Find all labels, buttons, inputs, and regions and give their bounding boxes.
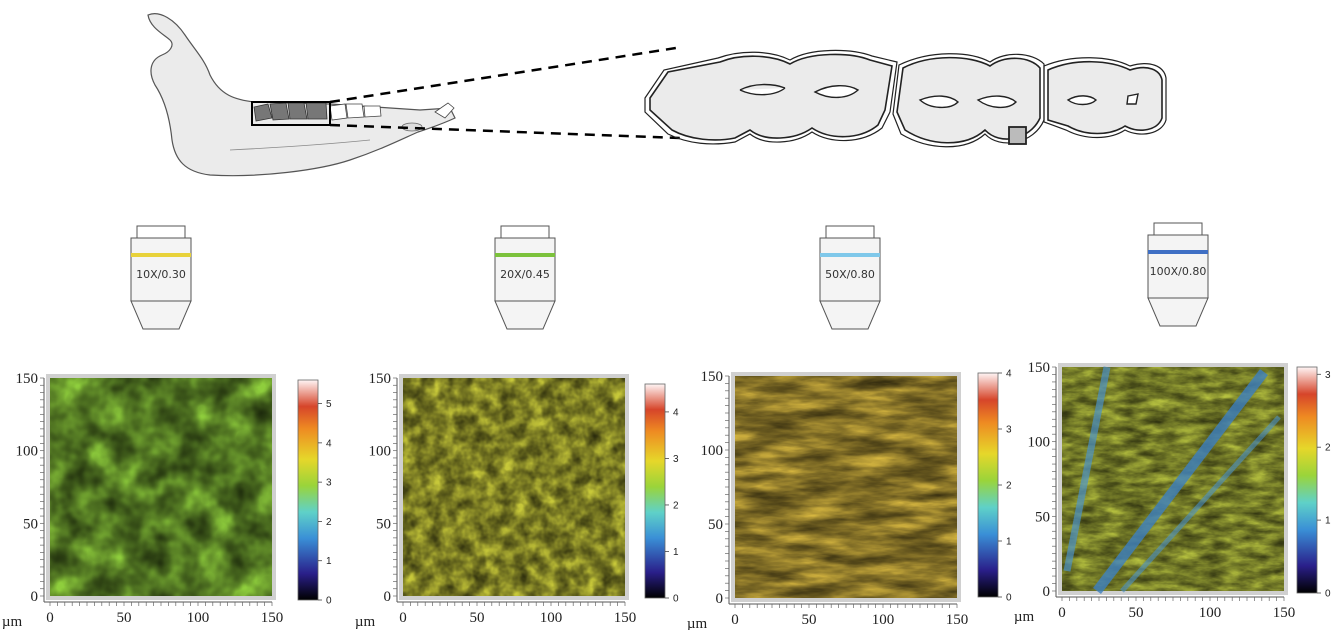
surface-texture	[50, 378, 272, 596]
colorbar-tick-label: 1	[1006, 537, 1012, 548]
objective-lens: 10X/0.30	[129, 225, 193, 331]
objective-lens: 100X/0.80	[1146, 222, 1210, 328]
unit-label: µm	[687, 616, 708, 630]
x-tick-label: 50	[470, 610, 485, 626]
unit-label: µm	[355, 614, 376, 630]
colorbar-tick-label: 3	[1325, 370, 1331, 381]
x-tick-label: 0	[1058, 605, 1066, 621]
molar-row-drawing	[644, 49, 1167, 148]
colorbar-tick-label: 3	[1006, 425, 1012, 436]
colorbar-tick-label: 3	[673, 454, 679, 465]
y-tick-label: 0	[716, 591, 724, 607]
y-tick-label: 100	[1028, 435, 1051, 451]
y-tick-label: 150	[16, 371, 39, 387]
colorbar-tick-label: 4	[1006, 369, 1012, 380]
x-tick-label: 0	[46, 610, 54, 626]
colorbar	[297, 379, 319, 601]
objective-label: 100X/0.80	[1149, 265, 1207, 278]
colorbar-tick-label: 2	[326, 517, 332, 528]
colorbar	[977, 372, 999, 598]
colorbar-tick-label: 2	[673, 500, 679, 511]
objective-label: 10X/0.30	[136, 268, 186, 281]
objective-lens: 20X/0.45	[493, 225, 557, 331]
y-tick-label: 150	[1028, 360, 1051, 376]
x-tick-label: 50	[117, 610, 132, 626]
colorbar-tick-label: 0	[1325, 589, 1331, 600]
y-tick-label: 50	[376, 516, 391, 532]
objective-color-ring	[820, 253, 880, 257]
y-tick-label: 50	[23, 516, 38, 532]
colorbar	[644, 383, 666, 599]
colorbar-tick-label: 2	[1006, 481, 1012, 492]
surface-texture	[735, 376, 957, 598]
unit-label: µm	[2, 614, 23, 630]
x-tick-label: 0	[399, 610, 407, 626]
colorbar-tick-label: 0	[326, 596, 332, 607]
y-tick-label: 100	[701, 443, 724, 459]
unit-label: µm	[1014, 609, 1035, 625]
objective-label: 20X/0.45	[500, 268, 550, 281]
y-tick-label: 0	[1043, 584, 1051, 600]
objective-color-ring	[131, 253, 191, 257]
x-tick-label: 150	[261, 610, 284, 626]
y-tick-label: 150	[701, 369, 724, 385]
y-tick-label: 0	[384, 589, 392, 605]
x-tick-label: 50	[802, 612, 817, 628]
x-tick-label: 150	[946, 612, 969, 628]
x-tick-label: 100	[187, 610, 210, 626]
x-tick-label: 150	[1273, 605, 1296, 621]
x-tick-label: 100	[1199, 605, 1222, 621]
objective-lens: 50X/0.80	[818, 225, 882, 331]
x-tick-label: 0	[731, 612, 739, 628]
colorbar	[1296, 366, 1318, 594]
zoom-box	[251, 101, 331, 126]
surface-texture	[1062, 367, 1284, 591]
y-tick-label: 150	[369, 371, 392, 387]
y-tick-label: 100	[16, 444, 39, 460]
objective-label: 50X/0.80	[825, 268, 875, 281]
y-tick-label: 100	[369, 444, 392, 460]
colorbar-tick-label: 4	[326, 438, 332, 449]
colorbar-tick-label: 4	[673, 407, 679, 418]
mandible-drawing	[147, 13, 456, 177]
y-tick-label: 50	[1035, 509, 1050, 525]
jaw-teeth	[253, 102, 455, 122]
x-tick-label: 50	[1129, 605, 1144, 621]
y-tick-label: 50	[708, 517, 723, 533]
scratch	[1063, 366, 1111, 572]
sample-area-box	[1008, 126, 1027, 145]
colorbar-tick-label: 1	[326, 556, 332, 567]
top-illustration	[147, 13, 1167, 177]
colorbar-tick-label: 0	[1006, 593, 1012, 604]
colorbar-tick-label: 3	[326, 478, 332, 489]
scratch	[1093, 368, 1268, 595]
x-tick-label: 100	[540, 610, 563, 626]
x-tick-label: 150	[614, 610, 637, 626]
objective-color-ring	[495, 253, 555, 257]
objective-color-ring	[1148, 250, 1208, 254]
colorbar-tick-label: 0	[673, 594, 679, 605]
surface-texture	[403, 378, 625, 596]
colorbar-tick-label: 1	[673, 547, 679, 558]
colorbar-tick-label: 2	[1325, 443, 1331, 454]
scratch	[1120, 415, 1281, 593]
colorbar-tick-label: 5	[326, 399, 332, 410]
y-tick-label: 0	[31, 589, 39, 605]
colorbar-tick-label: 1	[1325, 516, 1331, 527]
x-tick-label: 100	[872, 612, 895, 628]
